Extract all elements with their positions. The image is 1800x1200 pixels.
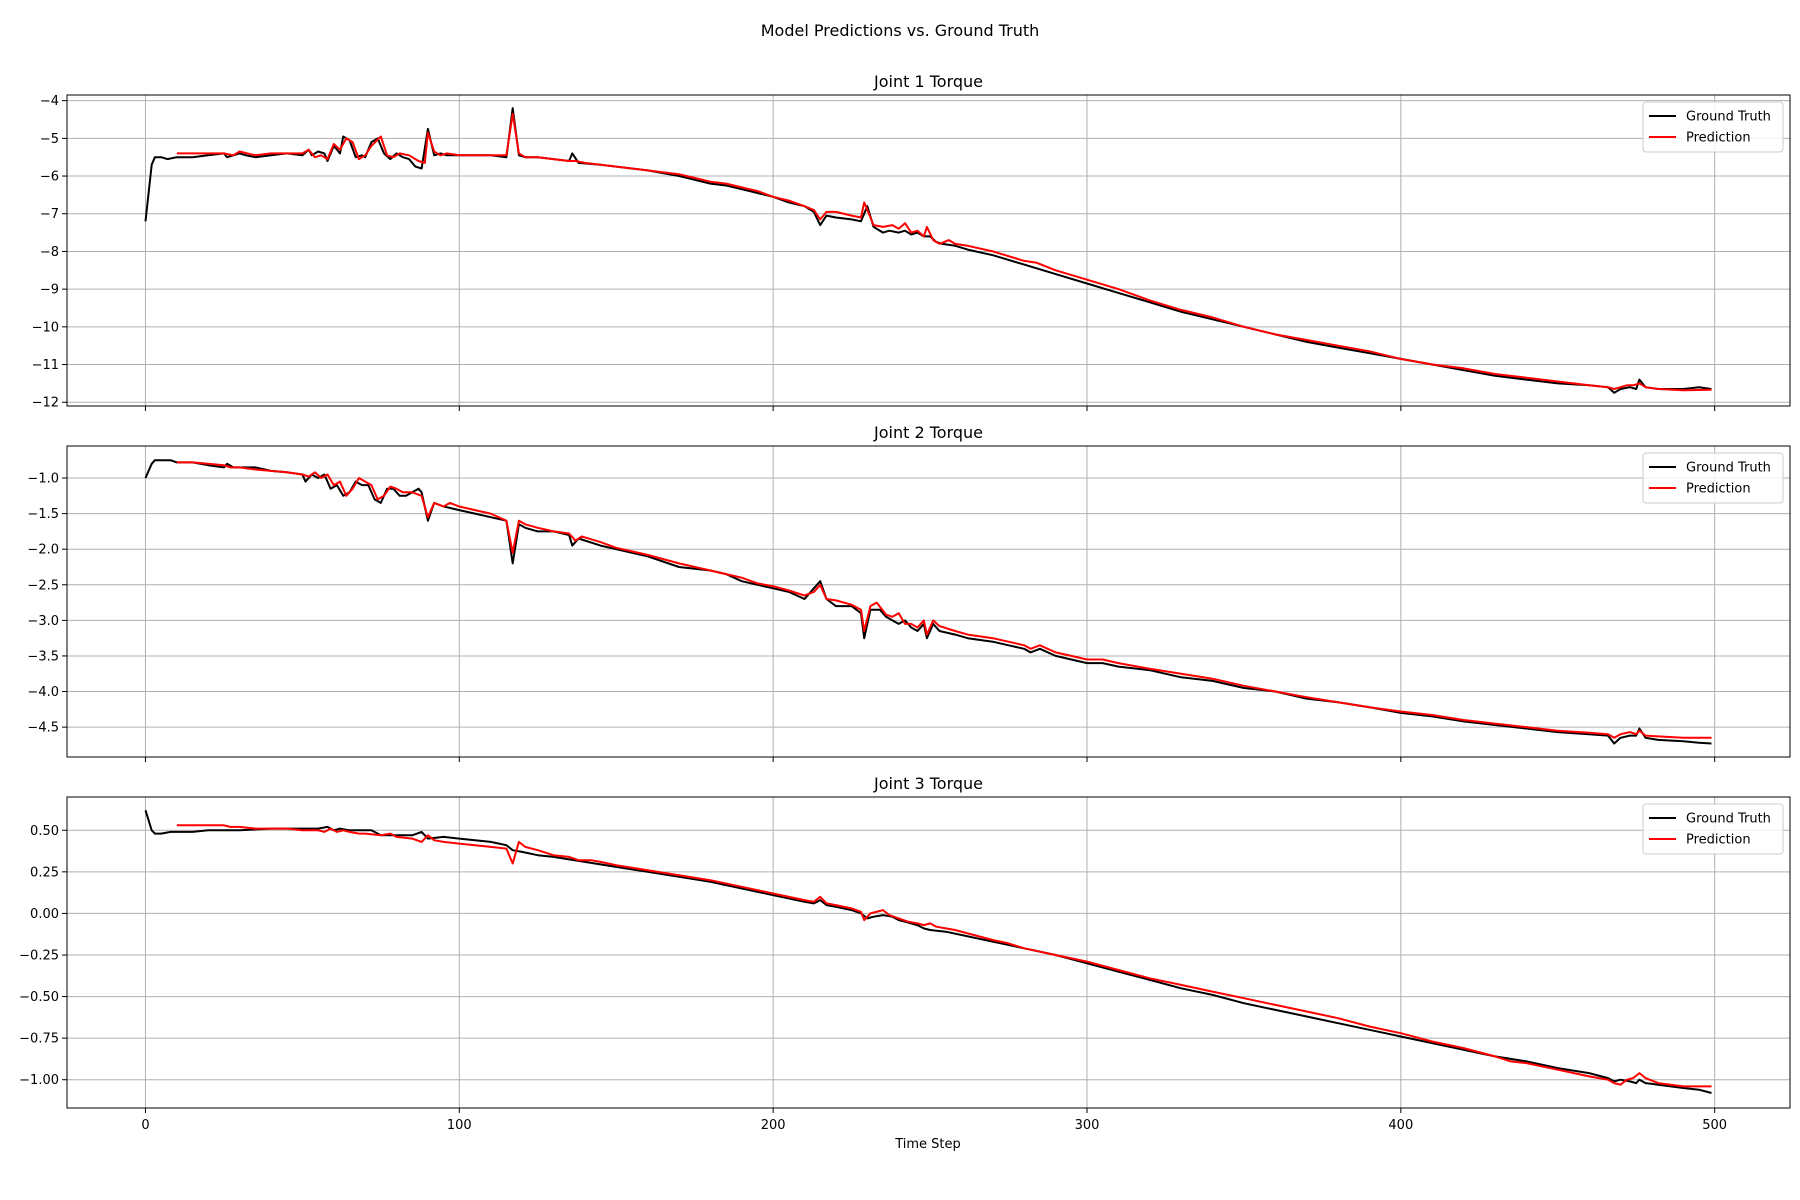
axes-frame [66,445,1791,758]
x-axis-label: Time Step [894,1137,961,1152]
legend-label: Prediction [1686,482,1751,497]
y-tick-label: −7 [40,207,59,222]
y-tick-label: −4 [40,94,59,109]
y-tick-label: −5 [40,132,59,147]
y-tick-label: −1.5 [27,507,59,522]
x-tick-label: 300 [1075,1118,1100,1133]
series-line-prediction [176,112,1712,392]
series-line-prediction [176,461,1712,739]
y-tick-label: −11 [32,358,59,373]
y-tick-label: −1.00 [19,1073,59,1088]
legend-label: Prediction [1686,131,1751,146]
legend-label: Ground Truth [1686,110,1771,125]
y-tick-label: −0.50 [19,990,59,1005]
subplot-title: Joint 3 Torque [873,774,983,793]
subplot-panels: Joint 1 Torque −4 −5 −6 −7 −8 −9 −10 −11 −12 Groun… [19,72,1791,1133]
y-tick-label: −4.5 [27,721,59,736]
y-tick-label: −6 [40,170,59,185]
x-tick-label: 0 [141,1118,149,1133]
legend-box [1642,803,1784,855]
subplot-joint-1: Joint 1 Torque −4 −5 −6 −7 −8 −9 −10 −11 −12 Groun… [32,72,1791,411]
x-tick-label: 100 [447,1118,472,1133]
y-tick-label: −0.75 [19,1032,59,1047]
series-line-ground-truth [144,107,1712,394]
y-tick-label: −3.5 [27,649,59,664]
axes-frame [66,94,1791,407]
axes-frame [66,796,1791,1109]
y-tick-label: −3.0 [27,614,59,629]
y-tick-label: −2.5 [27,578,59,593]
y-tick-label: −1.0 [27,472,59,487]
x-tick-label: 400 [1388,1118,1413,1133]
subplot-title: Joint 2 Torque [873,423,983,442]
subplot-title: Joint 1 Torque [873,72,983,91]
y-tick-label: −0.25 [19,948,59,963]
legend-label: Prediction [1686,833,1751,848]
y-tick-label: −8 [40,245,59,260]
subplot-joint-3: Joint 3 Torque 0.50 0.25 0.00 −0.25 −0.50 −0.7… [19,774,1791,1133]
legend-label: Ground Truth [1686,461,1771,476]
y-tick-label: −10 [32,320,59,335]
legend-box [1642,452,1784,504]
y-tick-label: 0.00 [30,907,59,922]
series-line-prediction [176,824,1712,1088]
y-tick-label: 0.25 [30,865,59,880]
legend-label: Ground Truth [1686,812,1771,827]
x-tick-label: 500 [1702,1118,1727,1133]
legend: Ground Truth Prediction [1642,101,1784,153]
y-tick-label: 0.50 [30,824,59,839]
x-tick-label: 200 [761,1118,786,1133]
subplot-joint-2: Joint 2 Torque −1.0 −1.5 −2.0 −2.5 −3.0 −3.5 −4… [27,423,1791,762]
legend: Ground Truth Prediction [1642,803,1784,855]
figure-title: Model Predictions vs. Ground Truth [761,21,1040,40]
y-tick-label: −9 [40,283,59,298]
legend-box [1642,101,1784,153]
y-tick-label: −4.0 [27,685,59,700]
y-tick-label: −12 [32,396,59,411]
y-tick-label: −2.0 [27,543,59,558]
legend: Ground Truth Prediction [1642,452,1784,504]
